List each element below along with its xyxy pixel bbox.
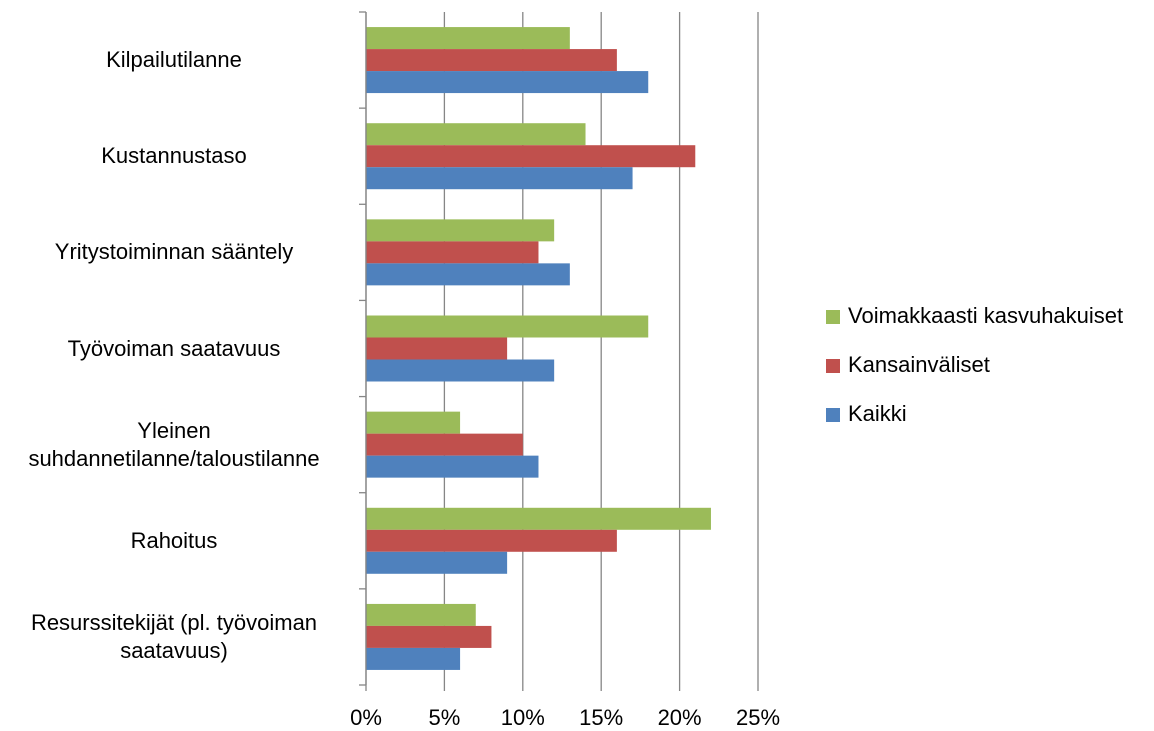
bar [366, 49, 617, 72]
x-tick-label: 15% [579, 705, 623, 730]
bar [366, 529, 617, 552]
y-tick-label: Yleinen suhdannetilanne/taloustilanne [28, 417, 320, 471]
bar [366, 123, 586, 146]
y-tick-label: Työvoiman saatavuus [67, 335, 281, 361]
legend-swatch [826, 408, 840, 422]
bar [366, 551, 508, 574]
bar [366, 167, 633, 190]
y-tick-label: Kustannustaso [101, 143, 247, 169]
bar [366, 241, 539, 264]
x-tick-label: 25% [736, 705, 780, 730]
bar [366, 359, 555, 382]
bar [366, 433, 523, 456]
bar [366, 145, 696, 168]
bar [366, 455, 539, 478]
bar [366, 315, 649, 338]
bar [366, 625, 492, 648]
bar [366, 411, 461, 434]
bar [366, 219, 555, 242]
bar [366, 71, 649, 94]
legend-label: Kansainväliset [848, 352, 990, 377]
legend-swatch [826, 310, 840, 324]
y-tick-label: Rahoitus [130, 527, 218, 553]
legend-label: Kaikki [848, 401, 907, 426]
x-tick-label: 0% [350, 705, 382, 730]
bar [366, 337, 508, 360]
y-tick-label: Resurssitekijät (pl. työvoiman saatavuus… [30, 609, 318, 663]
x-tick-label: 5% [429, 705, 461, 730]
bar [366, 263, 570, 286]
bar [366, 27, 570, 50]
bar [366, 647, 461, 670]
y-tick-label: Kilpailutilanne [106, 47, 242, 73]
x-tick-label: 10% [501, 705, 545, 730]
x-tick-label: 20% [658, 705, 702, 730]
legend-swatch [826, 359, 840, 373]
y-tick-label: Yritystoiminnan sääntely [54, 239, 294, 265]
legend-label: Voimakkaasti kasvuhakuiset [848, 303, 1123, 328]
bar [366, 603, 476, 626]
bar [366, 507, 711, 530]
